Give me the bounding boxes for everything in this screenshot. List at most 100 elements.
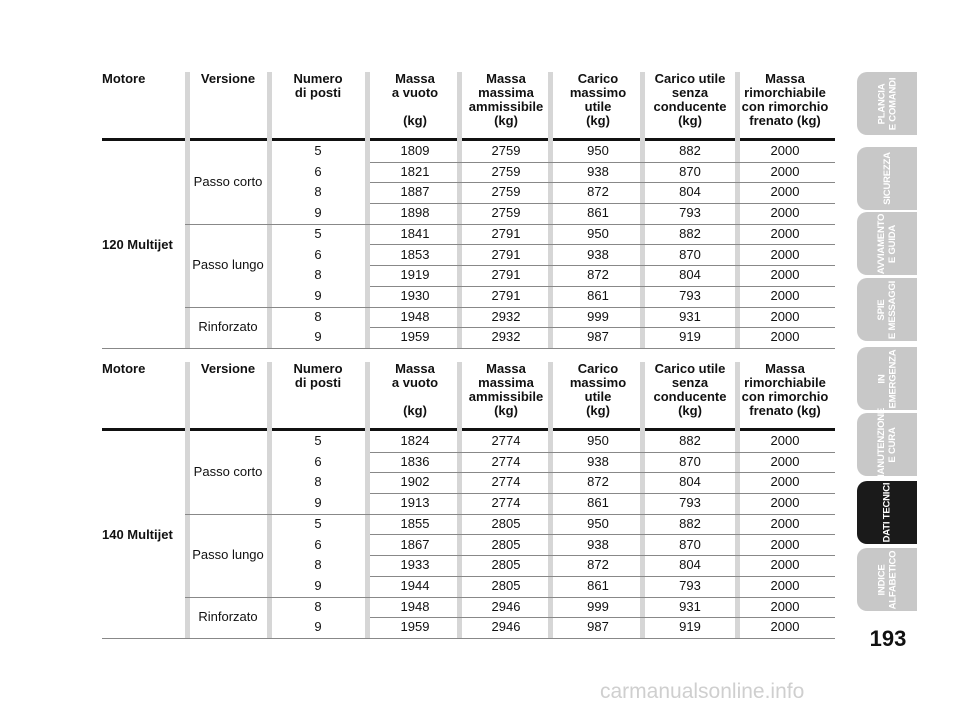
cell-rimorchio: 2000 xyxy=(770,287,800,303)
header-line: (kg) xyxy=(494,403,518,418)
table-row: 6 1821 2759 938 870 2000 xyxy=(314,162,835,184)
section-tab[interactable]: AVVIAMENTO E GUIDA xyxy=(857,212,917,275)
versione-cell: Passo corto xyxy=(193,464,263,480)
cell-carico: 861 xyxy=(587,577,609,593)
header-rimorchio: Massa rimorchiabile con rimorchio frenato (… xyxy=(735,72,835,128)
cell-rimorchio: 2000 xyxy=(770,515,800,531)
cell-ammissibile: 2759 xyxy=(491,143,521,158)
header-line: rimorchiabile xyxy=(744,85,826,100)
cell-vuoto: 1824 xyxy=(400,433,430,448)
cell-vuoto: 1853 xyxy=(400,246,430,262)
cell-posti: 8 xyxy=(314,598,322,614)
cell-senza: 804 xyxy=(679,267,701,283)
section-tab-label: IN EMERGENZA xyxy=(876,349,898,408)
table-row: 9 1930 2791 861 793 2000 xyxy=(314,286,835,308)
column-separator xyxy=(267,72,272,348)
cell-posti: 9 xyxy=(314,577,322,593)
header-vuoto: Massa a vuoto (kg) xyxy=(365,362,465,418)
header-line: frenato (kg) xyxy=(749,113,821,128)
cell-vuoto: 1836 xyxy=(400,453,430,469)
cell-ammissibile: 2805 xyxy=(491,515,521,531)
tab-label-line: AVVIAMENTO xyxy=(876,213,887,274)
table-row: 9 1898 2759 861 793 2000 xyxy=(314,203,835,225)
motore-cell: 120 Multijet xyxy=(102,236,173,252)
cell-vuoto: 1948 xyxy=(400,308,430,324)
header-line: Numero xyxy=(293,361,343,376)
cell-senza: 919 xyxy=(679,619,701,635)
header-line: senza xyxy=(671,85,709,100)
header-rimorchio: Massa rimorchiabile con rimorchio frenato (… xyxy=(735,362,835,418)
cell-carico: 987 xyxy=(587,329,609,345)
section-tab[interactable]: SICUREZZA xyxy=(857,147,917,210)
cell-vuoto: 1855 xyxy=(400,515,430,531)
cell-senza: 804 xyxy=(679,557,701,573)
header-senza: Carico utile senza conducente (kg) xyxy=(640,72,740,128)
header-line: massimo xyxy=(569,375,627,390)
header-line: Massa xyxy=(765,71,805,86)
cell-senza: 870 xyxy=(679,163,701,179)
versione-cell: Passo lungo xyxy=(192,257,264,273)
column-separator xyxy=(735,72,740,348)
tab-label-line: E COMANDI xyxy=(887,77,898,130)
cell-posti: 9 xyxy=(314,495,322,511)
tab-label-line: MANUTENZIONE xyxy=(876,407,887,482)
header-line: ammissibile xyxy=(468,99,544,114)
tab-label-line: DATI TECNICI xyxy=(881,482,893,543)
cell-rimorchio: 2000 xyxy=(770,598,800,614)
section-tab[interactable]: PLANCIA E COMANDI xyxy=(857,72,917,135)
cell-carico: 950 xyxy=(587,143,609,158)
header-versione: Versione xyxy=(178,362,278,376)
section-tab[interactable]: MANUTENZIONE E CURA xyxy=(857,407,917,482)
section-tab-label: INDICE ALFABETICO xyxy=(876,550,898,609)
cell-rimorchio: 2000 xyxy=(770,225,800,241)
section-tab-label: AVVIAMENTO E GUIDA xyxy=(876,213,898,273)
section-tab[interactable]: SPIE E MESSAGGI xyxy=(857,278,917,341)
section-tab[interactable]: INDICE ALFABETICO xyxy=(857,548,917,611)
header-line: ammissibile xyxy=(468,389,544,404)
cell-ammissibile: 2805 xyxy=(491,557,521,573)
header-senza: Carico utile senza conducente (kg) xyxy=(640,362,740,418)
section-tab[interactable]: DATI TECNICI xyxy=(857,481,917,544)
table-row: 5 1824 2774 950 882 2000 xyxy=(314,431,835,453)
header-line: Carico xyxy=(577,71,619,86)
cell-ammissibile: 2774 xyxy=(491,495,521,511)
cell-carico: 861 xyxy=(587,287,609,303)
cell-ammissibile: 2759 xyxy=(491,184,521,200)
table-row: 5 1841 2791 950 882 2000 xyxy=(314,224,835,246)
cell-rimorchio: 2000 xyxy=(770,453,800,469)
spec-table: Motore Versione Numero di posti Massa a vuoto… xyxy=(102,362,835,640)
header-line: a vuoto xyxy=(391,85,439,100)
header-line: Carico utile xyxy=(654,71,726,86)
cell-rimorchio: 2000 xyxy=(770,308,800,324)
cell-ammissibile: 2774 xyxy=(491,474,521,490)
cell-rimorchio: 2000 xyxy=(770,184,800,200)
section-tab[interactable]: IN EMERGENZA xyxy=(857,347,917,410)
cell-ammissibile: 2791 xyxy=(491,267,521,283)
header-line: massima xyxy=(478,85,534,100)
cell-ammissibile: 2791 xyxy=(491,225,521,241)
header-rule xyxy=(102,138,835,141)
tab-label-line: ALFABETICO xyxy=(886,550,898,609)
cell-senza: 804 xyxy=(679,184,701,200)
header-line: conducente xyxy=(653,99,727,114)
column-separator xyxy=(185,72,190,348)
cell-carico: 999 xyxy=(587,598,609,614)
header-posti: Numero di posti xyxy=(268,362,368,390)
table-row: 9 1959 2932 987 919 2000 xyxy=(314,327,835,349)
table-row: 8 1933 2805 872 804 2000 xyxy=(314,555,835,577)
header-line: (kg) xyxy=(678,113,702,128)
table-row: 8 1919 2791 872 804 2000 xyxy=(314,265,835,287)
cell-senza: 793 xyxy=(679,577,701,593)
header-line: massima xyxy=(478,375,534,390)
tab-label-line: IN xyxy=(876,373,887,384)
header-line: a vuoto xyxy=(391,375,439,390)
header-motore: Motore xyxy=(102,72,145,86)
section-tab-label: SICUREZZA xyxy=(882,152,893,205)
header-line: (kg) xyxy=(678,403,702,418)
cell-posti: 6 xyxy=(314,163,322,179)
cell-senza: 870 xyxy=(679,536,701,552)
cell-vuoto: 1898 xyxy=(400,205,430,221)
versione-cell: Rinforzato xyxy=(198,609,258,625)
header-line: (kg) xyxy=(403,113,427,128)
table-row: 9 1913 2774 861 793 2000 xyxy=(314,493,835,515)
